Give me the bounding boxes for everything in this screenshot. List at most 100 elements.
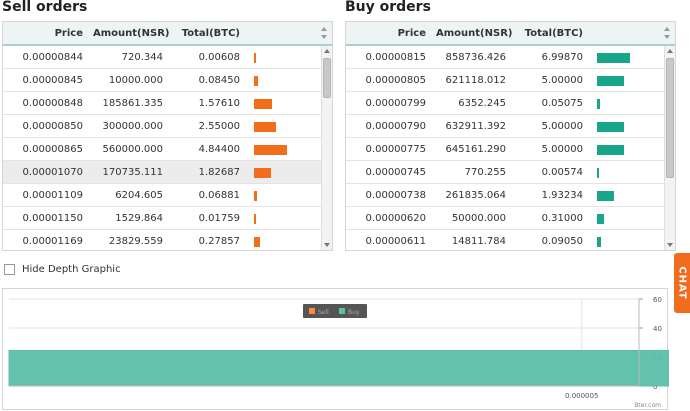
row-price: 0.00000775 [365, 144, 426, 155]
row-amount: 621118.012 [445, 75, 506, 86]
row-amount: 23829.559 [108, 236, 163, 247]
hide-depth-toggle[interactable]: Hide Depth Graphic [4, 264, 121, 275]
legend-swatch-buy [339, 308, 345, 314]
table-row[interactable]: 0.00000611 14811.784 0.09050 [346, 230, 666, 250]
table-row[interactable]: 0.00000844 720.344 0.00608 [3, 46, 323, 69]
row-total: 0.00608 [198, 52, 240, 63]
table-row[interactable]: 0.00000745 770.255 0.00574 [346, 161, 666, 184]
table-row[interactable]: 0.00000799 6352.245 0.05075 [346, 92, 666, 115]
depth-bar [597, 99, 600, 109]
row-price: 0.00000850 [22, 121, 83, 132]
row-amount: 770.255 [464, 167, 506, 178]
table-row[interactable]: 0.00001070 170735.111 1.82687 [3, 161, 323, 184]
column-amount[interactable]: Amount(NSR) [436, 28, 513, 39]
row-price: 0.00001109 [22, 190, 83, 201]
column-amount[interactable]: Amount(NSR) [93, 28, 170, 39]
column-price[interactable]: Price [54, 28, 83, 39]
depth-chart-container: 02040600.0000050.000010.0000150.000020.0… [2, 288, 669, 410]
row-amount: 645161.290 [445, 144, 506, 155]
row-total: 0.00574 [541, 167, 583, 178]
row-price: 0.00000848 [22, 98, 83, 109]
table-row[interactable]: 0.00000845 10000.000 0.08450 [3, 69, 323, 92]
depth-chart: 02040600.0000050.000010.0000150.000020.0… [8, 296, 669, 409]
buy-orders-title: Buy orders [345, 0, 431, 15]
row-total: 4.84400 [198, 144, 240, 155]
depth-bar [254, 145, 287, 155]
scroll-down-icon[interactable] [324, 243, 330, 247]
row-amount: 1529.864 [115, 213, 163, 224]
table-row[interactable]: 0.00000850 300000.000 2.55000 [3, 115, 323, 138]
table-row[interactable]: 0.00001109 6204.605 0.06881 [3, 184, 323, 207]
table-row[interactable]: 0.00000865 560000.000 4.84400 [3, 138, 323, 161]
table-row[interactable]: 0.00000790 632911.392 5.00000 [346, 115, 666, 138]
chat-tab[interactable]: CHAT [674, 253, 690, 313]
scroll-thumb[interactable] [323, 58, 331, 98]
sell-orders-scrollbar[interactable] [321, 46, 332, 250]
buy-orders-scrollbar[interactable] [664, 46, 675, 250]
column-total[interactable]: Total(BTC) [181, 28, 240, 39]
sell-orders-title: Sell orders [2, 0, 88, 15]
buy-orders-rows: 0.00000815 858736.426 6.99870 0.00000805 621… [346, 46, 675, 250]
row-amount: 720.344 [121, 52, 163, 63]
hide-depth-checkbox[interactable] [4, 264, 15, 275]
row-total: 2.55000 [198, 121, 240, 132]
table-row[interactable]: 0.00000620 50000.000 0.31000 [346, 207, 666, 230]
legend-label-buy: Buy [348, 309, 360, 316]
column-price[interactable]: Price [397, 28, 426, 39]
row-price: 0.00001070 [22, 167, 83, 178]
row-price: 0.00000738 [365, 190, 426, 201]
row-price: 0.00000865 [22, 144, 83, 155]
row-amount: 261835.064 [445, 190, 506, 201]
sort-icon[interactable] [663, 26, 671, 40]
row-total: 1.57610 [198, 98, 240, 109]
depth-bar [254, 214, 256, 224]
sell-orders-rows: 0.00000844 720.344 0.00608 0.00000845 10000.… [3, 46, 332, 250]
table-row[interactable]: 0.00001169 23829.559 0.27857 [3, 230, 323, 250]
row-price: 0.00000611 [365, 236, 426, 247]
depth-bar [597, 53, 630, 63]
depth-bar [254, 122, 276, 132]
row-total: 0.01759 [198, 213, 240, 224]
column-total[interactable]: Total(BTC) [524, 28, 583, 39]
row-amount: 6204.605 [115, 190, 163, 201]
row-price: 0.00001169 [22, 236, 83, 247]
series-area-buy [8, 349, 669, 387]
scroll-down-icon[interactable] [667, 243, 673, 247]
scroll-up-icon[interactable] [324, 49, 330, 53]
chat-label: CHAT [676, 266, 688, 300]
row-amount: 10000.000 [108, 75, 163, 86]
row-amount: 632911.392 [445, 121, 506, 132]
table-row[interactable]: 0.00000805 621118.012 5.00000 [346, 69, 666, 92]
row-amount: 50000.000 [451, 213, 506, 224]
row-amount: 170735.111 [102, 167, 163, 178]
scroll-up-icon[interactable] [667, 49, 673, 53]
sell-orders-header: Price Amount(NSR) Total(BTC) [3, 22, 332, 46]
row-total: 0.27857 [198, 236, 240, 247]
table-row[interactable]: 0.00001150 1529.864 0.01759 [3, 207, 323, 230]
row-price: 0.00001150 [22, 213, 83, 224]
legend-label-sell: Sell [318, 309, 329, 316]
depth-bar [597, 145, 624, 155]
sort-icon[interactable] [320, 26, 328, 40]
row-total: 1.82687 [198, 167, 240, 178]
row-total: 5.00000 [541, 75, 583, 86]
table-row[interactable]: 0.00000738 261835.064 1.93234 [346, 184, 666, 207]
depth-bar [254, 76, 258, 86]
x-tick-label: 0.000005 [565, 392, 598, 400]
depth-bar [597, 214, 604, 224]
scroll-thumb[interactable] [666, 58, 674, 178]
chart-credit: Bter.com [634, 402, 661, 409]
table-row[interactable]: 0.00000775 645161.290 5.00000 [346, 138, 666, 161]
row-price: 0.00000790 [365, 121, 426, 132]
table-row[interactable]: 0.00000848 185861.335 1.57610 [3, 92, 323, 115]
table-row[interactable]: 0.00000815 858736.426 6.99870 [346, 46, 666, 69]
depth-bar [597, 168, 599, 178]
y-tick-label: 0 [653, 383, 657, 391]
row-total: 0.31000 [541, 213, 583, 224]
row-amount: 6352.245 [458, 98, 506, 109]
row-amount: 858736.426 [445, 52, 506, 63]
row-total: 6.99870 [541, 52, 583, 63]
depth-bar [254, 168, 271, 178]
row-total: 0.08450 [198, 75, 240, 86]
row-total: 5.00000 [541, 121, 583, 132]
